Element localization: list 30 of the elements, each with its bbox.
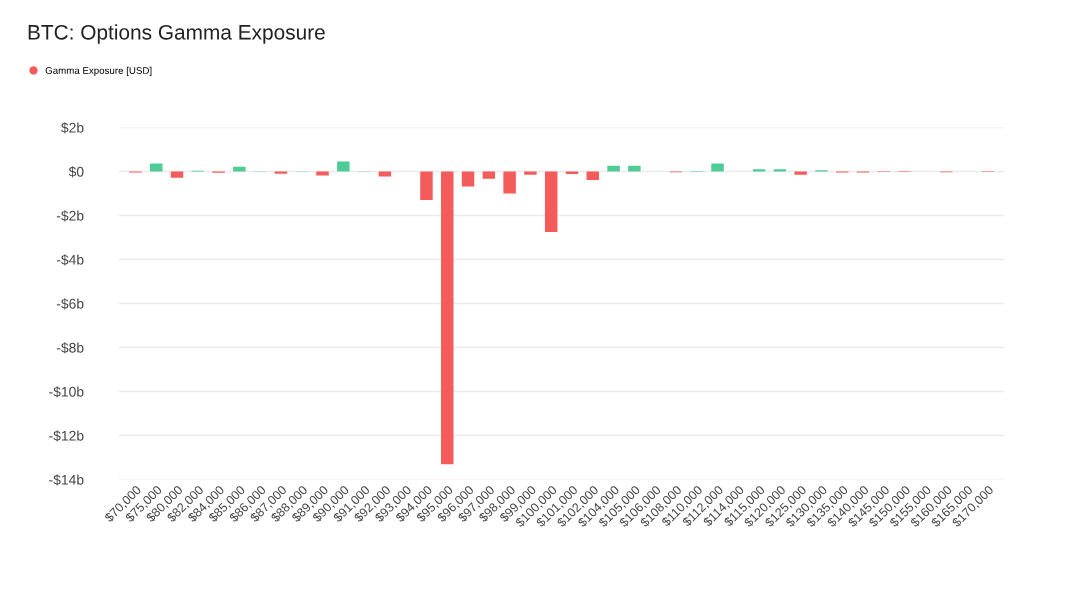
bar (628, 165, 641, 172)
bar (420, 171, 433, 201)
y-tick-label: -$10b (49, 386, 84, 398)
bar (482, 171, 496, 179)
y-tick-label: -$6b (56, 298, 84, 310)
bar (337, 161, 350, 172)
y-tick-label: -$4b (56, 254, 84, 266)
y-tick-label: -$14b (49, 474, 84, 486)
y-tick-label: $2b (61, 122, 84, 134)
bar (544, 171, 558, 232)
y-tick-label: -$8b (56, 342, 84, 354)
bar (170, 171, 184, 178)
bar (441, 171, 454, 465)
y-tick-label: -$12b (49, 430, 84, 442)
y-tick-label: -$2b (56, 210, 84, 222)
bar (378, 171, 392, 177)
bar (233, 166, 246, 172)
bar (461, 171, 475, 187)
bar (607, 165, 620, 172)
bar (794, 171, 807, 175)
bar (503, 171, 516, 194)
legend-label: Gamma Exposure [USD] (45, 66, 152, 76)
bar (524, 171, 537, 175)
bar (565, 171, 579, 174)
bar (711, 163, 724, 172)
bar (274, 171, 288, 174)
bar (316, 171, 329, 176)
bar (586, 171, 600, 181)
chart-title: BTC: Options Gamma Exposure (28, 24, 325, 44)
y-tick-label: $0 (68, 166, 84, 178)
